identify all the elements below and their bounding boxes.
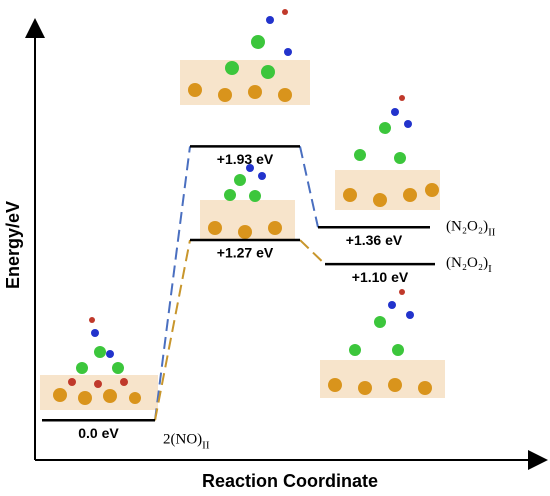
connector <box>154 239 191 421</box>
molecule-ts-low <box>200 164 295 240</box>
y-axis-label: Energy/eV <box>3 201 23 289</box>
energy-label: +1.36 eV <box>346 232 403 248</box>
species-label: 2(NO)II <box>163 432 210 451</box>
species-label: (N₂O₂)I <box>446 256 492 275</box>
species-name: (N₂O₂) <box>446 219 488 235</box>
species-name: 2(NO) <box>163 432 202 448</box>
molecule-initial <box>40 317 158 410</box>
molecule-n2o2-i <box>320 289 445 398</box>
energy-label: +1.10 eV <box>352 269 409 285</box>
connector <box>299 146 319 228</box>
species-label: (N₂O₂)II <box>446 219 496 238</box>
energy-label: +1.93 eV <box>217 151 274 167</box>
molecule-n2o2-ii <box>335 95 440 210</box>
species-name: (N₂O₂) <box>446 256 488 272</box>
molecule-ts-high <box>180 9 310 105</box>
species-subscript: I <box>488 263 492 275</box>
molecule-illustrations <box>40 9 445 410</box>
connector <box>154 146 191 421</box>
energy-label: +1.27 eV <box>217 245 274 261</box>
connector <box>299 239 326 265</box>
species-subscript: II <box>488 226 496 238</box>
x-axis-label: Reaction Coordinate <box>202 471 378 491</box>
energy-label: 0.0 eV <box>78 425 119 441</box>
species-subscript: II <box>202 439 210 451</box>
